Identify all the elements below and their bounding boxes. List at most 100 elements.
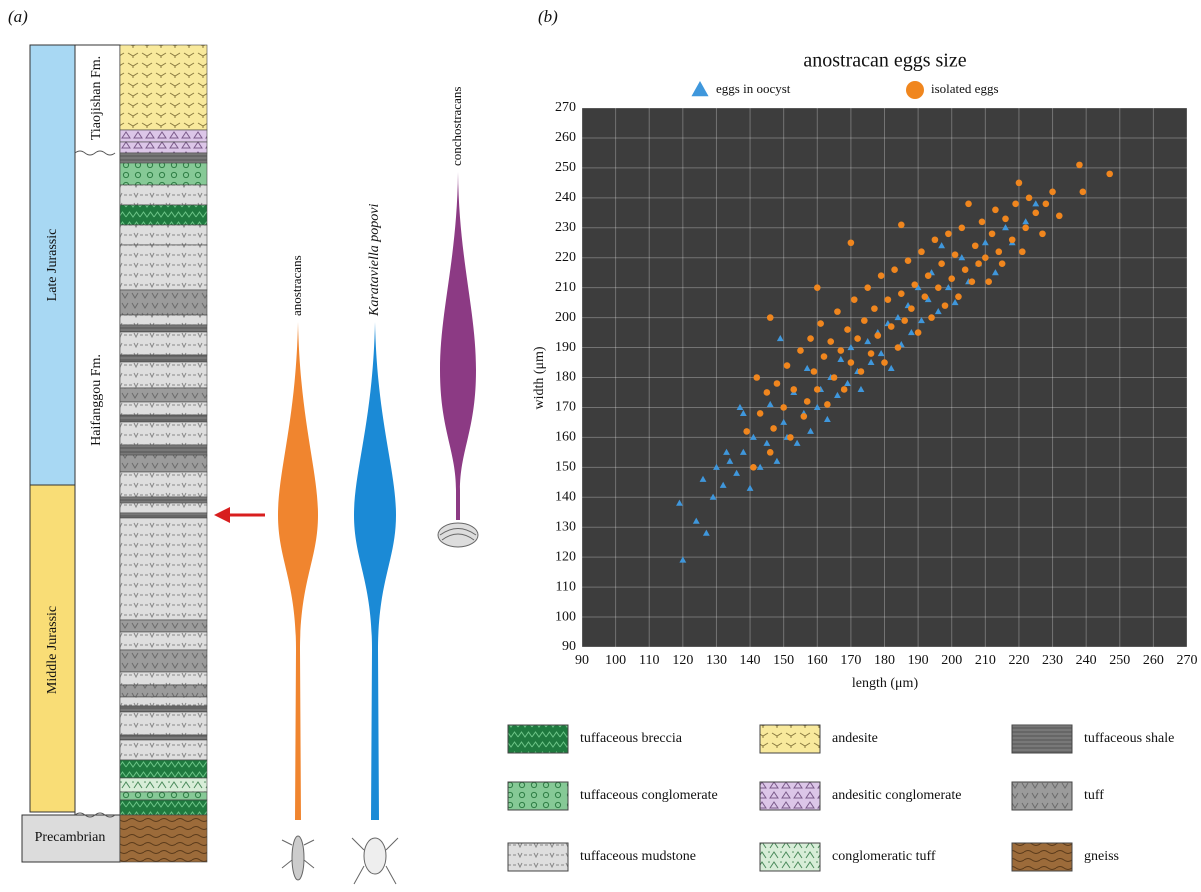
x-tick-label: 160 [807,653,828,668]
chart-title: anostracan eggs size [803,50,966,72]
layer [120,503,207,513]
layer [120,497,207,503]
layer [120,735,207,740]
legend-label: tuffaceous breccia [580,731,683,746]
point [868,350,875,357]
legend-label: andesitic conglomerate [832,788,961,803]
point [874,332,881,339]
legend-swatch [508,725,568,753]
point [871,305,878,312]
layer [120,225,207,245]
x-tick-label: 250 [1109,653,1130,668]
legend-swatch [1012,725,1072,753]
formation-label: Haifanggou Fm. [89,354,104,446]
age-label: Middle Jurassic [45,606,60,694]
y-tick-label: 190 [555,340,576,355]
y-tick-label: 250 [555,160,576,175]
age-label: Precambrian [35,830,106,845]
layer [120,706,207,712]
layer [120,130,207,142]
y-tick-label: 180 [555,370,576,385]
layer [120,332,207,355]
layer [120,455,207,472]
point [757,410,764,417]
y-tick-label: 140 [555,489,576,504]
point [945,230,952,237]
point [895,344,902,351]
layer [120,620,207,632]
panel-label: (a) [8,7,28,26]
y-tick-label: 150 [555,460,576,475]
layer [120,513,207,518]
point [1032,210,1039,217]
taxon-label: anostracans [289,255,304,316]
point [784,362,791,369]
point [831,374,838,381]
x-tick-label: 230 [1042,653,1063,668]
point [995,248,1002,255]
point [1056,213,1063,220]
y-tick-label: 90 [562,639,576,654]
point [834,308,841,315]
layer [120,445,207,455]
point [821,353,828,360]
point [992,207,999,214]
point [928,314,935,321]
layer [120,355,207,362]
point [861,317,868,324]
legend-label: tuffaceous mudstone [580,849,696,864]
legend-label: eggs in oocyst [716,81,791,96]
layer [120,697,207,706]
range-spindle [278,322,318,820]
layer [120,518,207,620]
legend-marker [691,81,708,96]
point [753,374,760,381]
point [888,323,895,330]
point [1043,201,1050,208]
layer [120,325,207,332]
point [780,404,787,411]
legend-marker [906,81,924,99]
layer [120,185,207,205]
layer [120,205,207,225]
y-tick-label: 210 [555,280,576,295]
point [1026,195,1033,202]
point [864,284,871,291]
legend-label: andesite [832,731,878,746]
point [985,278,992,285]
x-tick-label: 200 [941,653,962,668]
layer [120,800,207,815]
x-tick-label: 120 [672,653,693,668]
point [1002,215,1009,222]
point [1022,224,1029,231]
point [982,254,989,261]
point [915,329,922,336]
layer [120,415,207,422]
x-tick-label: 110 [639,653,659,668]
x-tick-label: 100 [605,653,626,668]
layer [120,388,207,402]
x-tick-label: 240 [1076,653,1097,668]
point [935,284,942,291]
y-tick-label: 170 [555,400,576,415]
y-tick-label: 230 [555,220,576,235]
point [827,338,834,345]
layer [120,778,207,792]
layer [120,45,207,130]
point [1009,236,1016,243]
y-tick-label: 160 [555,430,576,445]
layer [120,650,207,672]
point [938,260,945,267]
point [804,398,811,405]
y-tick-label: 120 [555,549,576,564]
point [942,302,949,309]
x-tick-label: 260 [1143,653,1164,668]
point [838,347,845,354]
point [918,248,925,255]
point [797,347,804,354]
point [811,368,818,375]
y-tick-label: 220 [555,250,576,265]
age-column [22,45,120,862]
point [962,266,969,273]
x-tick-label: 270 [1177,653,1198,668]
